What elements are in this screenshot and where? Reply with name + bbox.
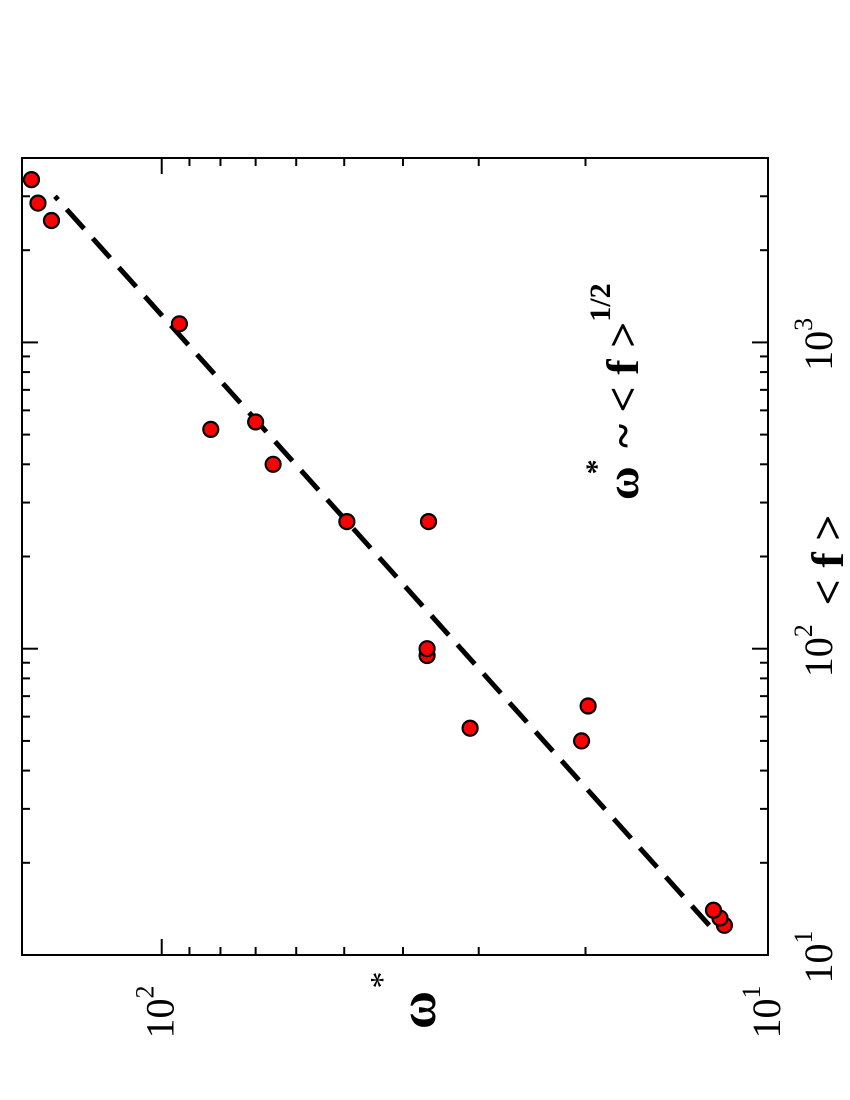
fit-line-path: [53, 194, 712, 927]
data-point: [572, 732, 591, 750]
data-point: [579, 697, 597, 715]
x-tick-label-text: 102: [789, 624, 841, 677]
fit-line: [53, 194, 712, 927]
y-tick-label-text: 102: [131, 986, 183, 1039]
data-point: [338, 512, 356, 531]
data-point: [704, 901, 723, 919]
svg-text:ω* ~ < f >1/2: ω* ~ < f >1/2: [580, 283, 648, 500]
axis-ticks: [22, 157, 769, 956]
data-point: [202, 420, 220, 438]
x-tick-label-text: 103: [789, 318, 841, 371]
data-point: [461, 719, 479, 737]
data-point: [264, 455, 282, 473]
plot-frame: [21, 157, 769, 956]
data-point: [418, 640, 436, 658]
data-point: [29, 194, 47, 212]
data-point: [42, 211, 61, 230]
tick-labels: 101 102 103 101 102: [131, 318, 841, 1039]
y-axis-label: ω *: [364, 972, 447, 1030]
data-point: [247, 413, 265, 431]
svg-text:*: *: [364, 972, 401, 989]
y-tick-label: 101: [737, 986, 789, 1039]
x-tick-label-text: 101: [789, 931, 841, 984]
data-point: [170, 315, 189, 333]
svg-text:ω: ω: [390, 991, 447, 1029]
x-tick-label: 103: [789, 318, 841, 371]
power-law-annotation: ω* ~ < f >1/2: [580, 283, 648, 500]
x-tick-label: 102: [789, 624, 841, 677]
x-tick-label: 101: [789, 931, 841, 984]
y-tick-label: 102: [131, 986, 183, 1039]
data-points: [22, 171, 734, 934]
data-point: [419, 512, 438, 531]
data-point: [22, 171, 41, 189]
y-tick-label-text: 101: [737, 986, 789, 1039]
x-axis-label: < f >: [802, 515, 850, 606]
